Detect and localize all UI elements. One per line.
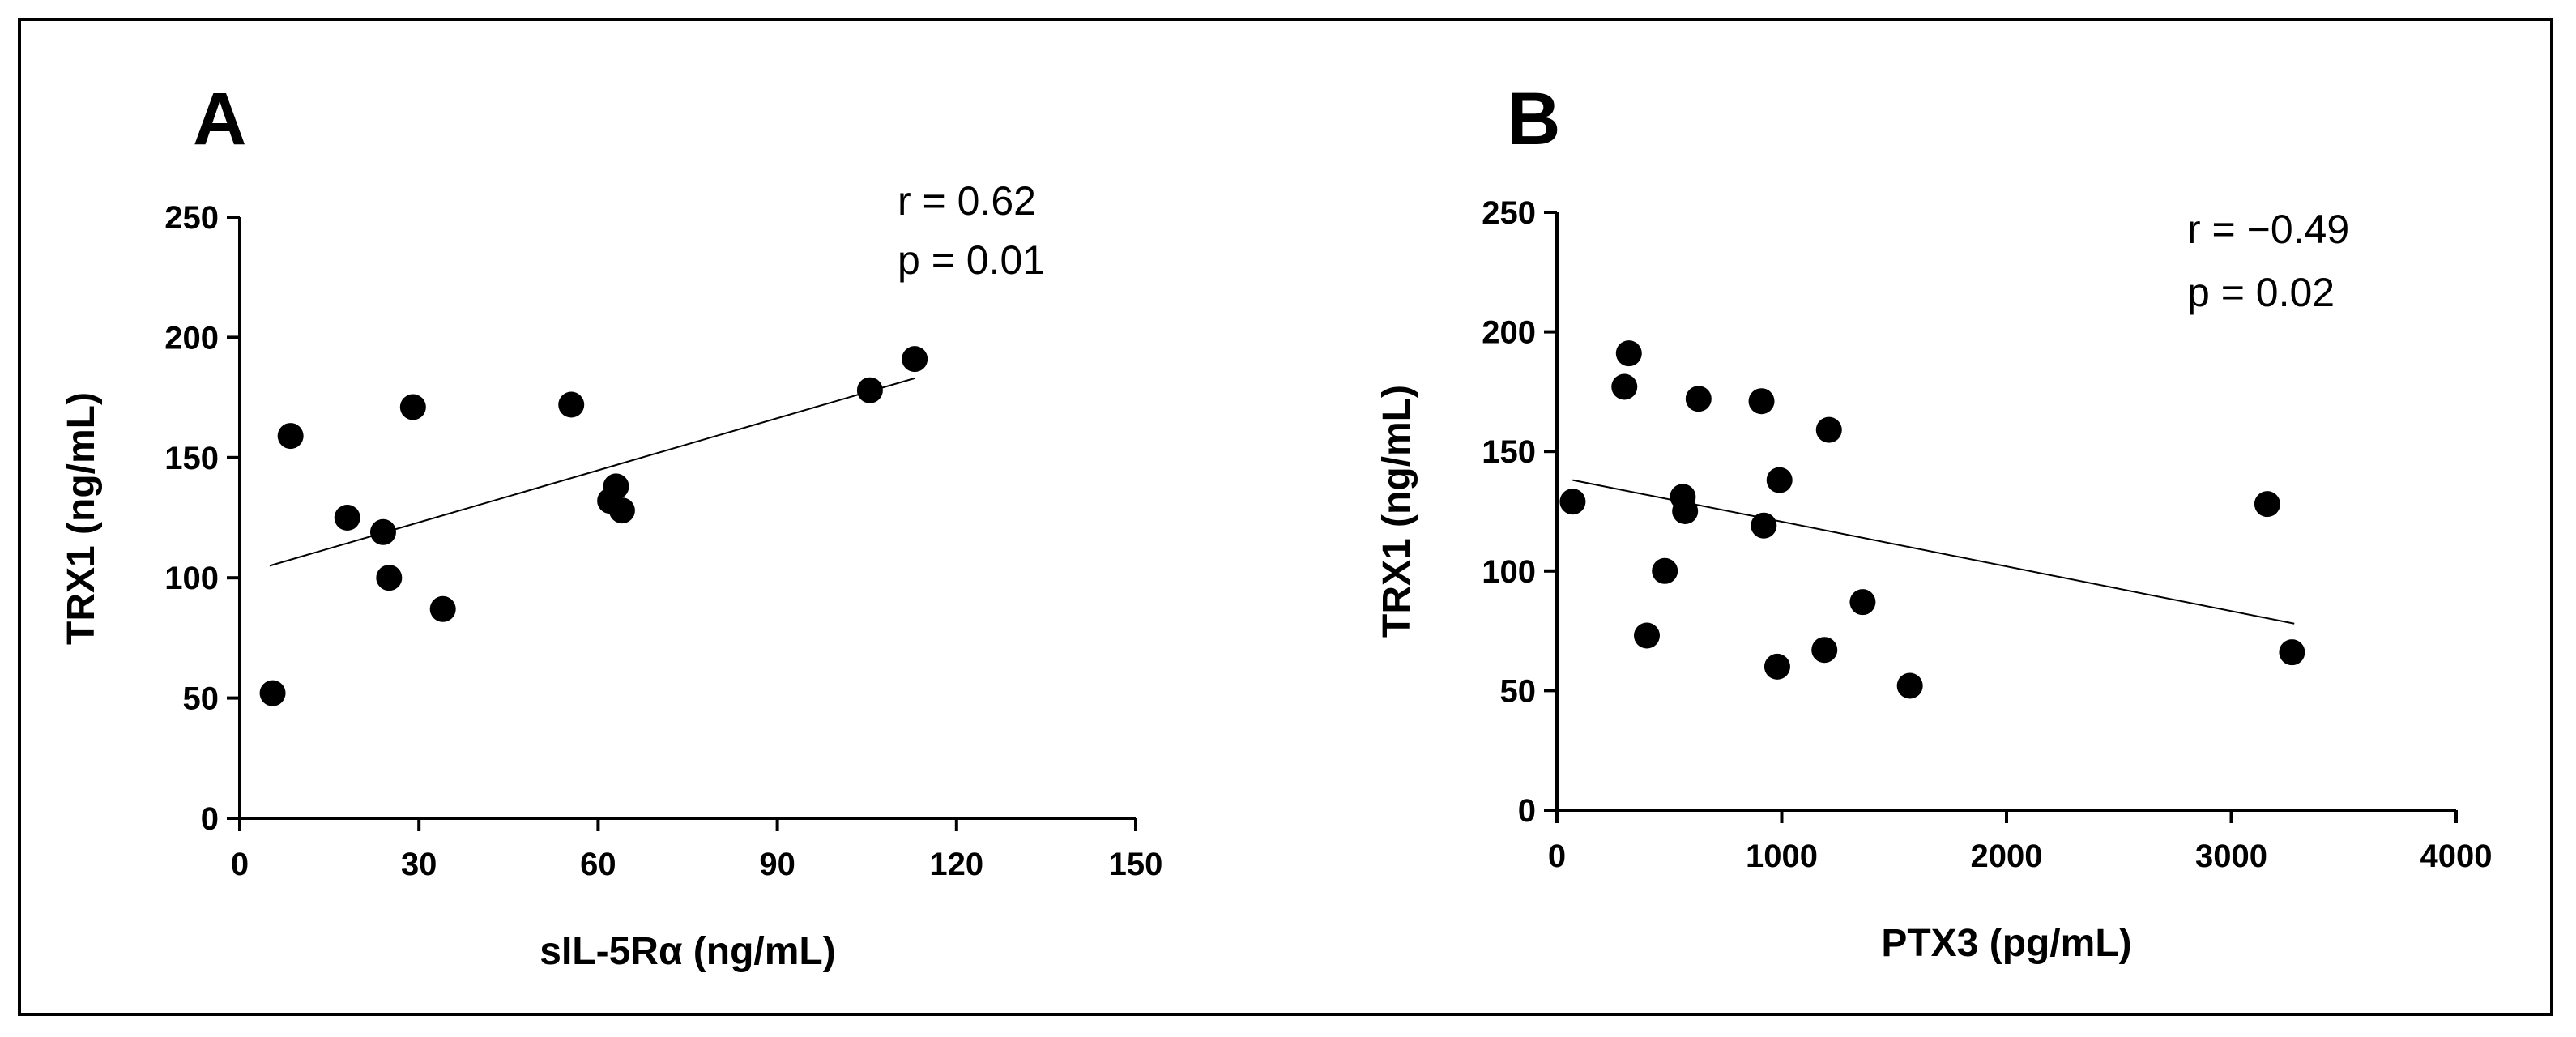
panel-a-data-point — [856, 377, 883, 403]
panel-a-y-tick-label: 250 — [164, 200, 219, 236]
panel-a-data-point — [334, 505, 360, 531]
panel-b-y-tick-label: 0 — [1518, 793, 1536, 829]
panel-b-p-value: p = 0.02 — [2187, 270, 2335, 315]
panel-a-data-point — [558, 391, 585, 418]
panel-a-data-point — [369, 518, 396, 545]
panel-a-letter: A — [193, 78, 246, 160]
panel-b-y-tick-label: 250 — [1482, 195, 1536, 231]
panel-a-x-tick-label: 60 — [580, 847, 616, 882]
panel-a-data-point — [277, 423, 304, 450]
panel-b-x-tick-label: 4000 — [2420, 839, 2493, 874]
panel-a-x-tick-label: 0 — [231, 847, 249, 882]
panel-a-data-point — [603, 473, 629, 500]
panel-b-data-point — [1751, 512, 1777, 539]
panel-a-x-tick-label: 90 — [759, 847, 795, 882]
panel-a-data-point — [376, 565, 403, 591]
panel-b-letter: B — [1507, 78, 1560, 160]
panel-a-x-tick-label: 120 — [929, 847, 983, 882]
panel-b-y-tick-label: 100 — [1482, 554, 1536, 590]
panel-b-data-point — [1896, 672, 1923, 699]
panel-b-data-point — [1748, 388, 1775, 415]
panel-b-data-point — [1559, 489, 1586, 515]
panel-b-x-tick-label: 3000 — [2195, 839, 2267, 874]
panel-b-data-point — [1652, 557, 1678, 584]
panel-a-y-tick-label: 100 — [164, 561, 219, 596]
panel-a-data-point — [429, 595, 456, 622]
panel-a-y-tick-label: 200 — [164, 320, 219, 356]
panel-b-data-point — [1634, 622, 1660, 649]
panel-b-y-tick-label: 150 — [1482, 434, 1536, 470]
panel-a-x-axis-title: sIL-5Rα (ng/mL) — [540, 930, 835, 973]
panel-b-data-point — [1764, 653, 1790, 680]
panel-b-data-point — [1766, 467, 1793, 493]
panel-b-data-point — [1685, 386, 1712, 412]
panel-b-x-tick-label: 0 — [1548, 839, 1566, 874]
panel-b-data-point — [2279, 639, 2305, 666]
panel-a-data-point — [608, 497, 635, 524]
panel-b-data-point — [1849, 589, 1876, 616]
panel-b-y-tick-label: 200 — [1482, 315, 1536, 351]
panel-a-r-value: r = 0.62 — [898, 178, 1036, 224]
panel-a-y-axis-title: TRX1 (ng/mL) — [60, 392, 103, 645]
panel-b-data-point — [1815, 416, 1842, 443]
panel-b-data-point — [1672, 498, 1699, 524]
panel-b-x-axis-title: PTX3 (pg/mL) — [1881, 922, 2131, 965]
panel-b-data-point — [1611, 373, 1638, 400]
panel-b-r-value: r = −0.49 — [2187, 207, 2349, 252]
panel-b-data-point — [2254, 491, 2280, 518]
panel-b-x-tick-label: 2000 — [1971, 839, 2043, 874]
panel-b-y-tick-label: 50 — [1500, 673, 1537, 709]
panel-a-data-point — [902, 346, 928, 373]
panel-a-y-tick-label: 150 — [164, 441, 219, 476]
panel-b-y-axis-title: TRX1 (ng/mL) — [1375, 385, 1418, 638]
panel-a-x-tick-label: 30 — [401, 847, 437, 882]
panel-b-data-point — [1811, 637, 1838, 664]
panel-a-y-tick-label: 50 — [183, 681, 220, 717]
panel-a-trend-line — [269, 377, 915, 567]
panel-a-x-tick-label: 150 — [1109, 847, 1163, 882]
panel-b-data-point — [1615, 340, 1642, 367]
panel-a-data-point — [399, 394, 426, 420]
panel-a-y-tick-label: 0 — [201, 801, 219, 837]
panel-a-p-value: p = 0.01 — [898, 237, 1045, 283]
panel-a-data-point — [259, 680, 286, 706]
panel-b-x-tick-label: 1000 — [1746, 839, 1818, 874]
